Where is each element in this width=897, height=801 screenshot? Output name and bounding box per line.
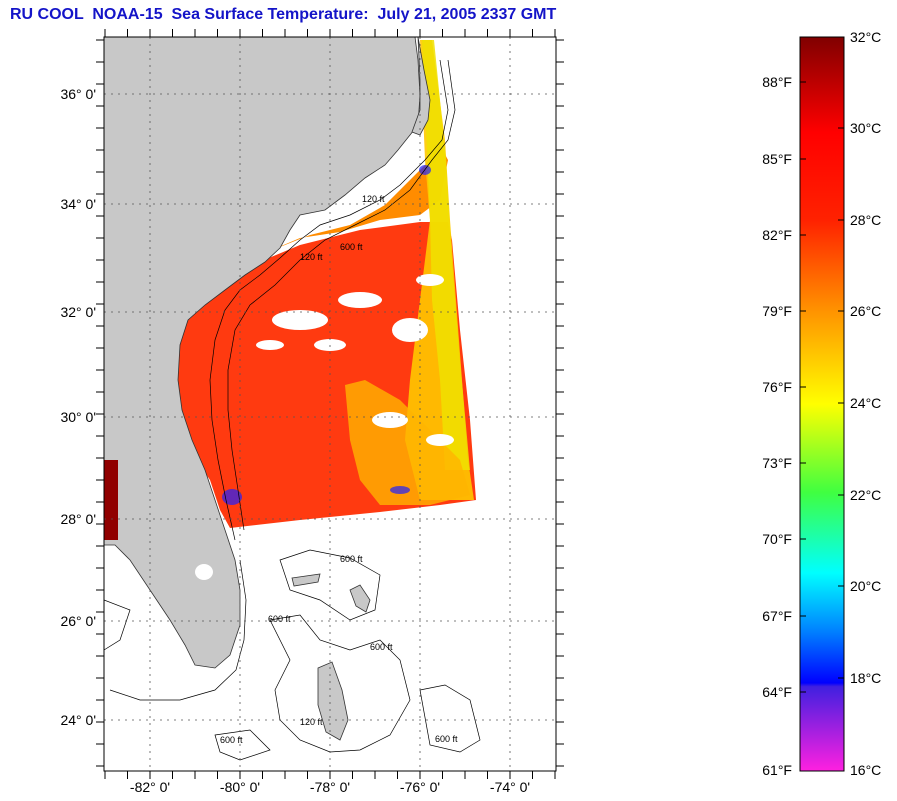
colorbar-fahrenheit-label: 79°F	[762, 303, 792, 319]
lat-label: 34° 0'	[60, 196, 96, 212]
lon-label: -74° 0'	[490, 779, 530, 795]
colorbar-fahrenheit-label: 61°F	[762, 762, 792, 778]
colorbar-celsius-label: 16°C	[850, 762, 881, 778]
colorbar-fahrenheit-label: 64°F	[762, 684, 792, 700]
colorbar-celsius-label: 30°C	[850, 120, 881, 136]
colorbar-fahrenheit-label: 82°F	[762, 227, 792, 243]
lon-label: -76° 0'	[400, 779, 440, 795]
lat-label: 28° 0'	[60, 511, 96, 527]
map-area: 120 ft 120 ft 600 ft 600 ft 600 ft 600 f…	[104, 37, 556, 771]
contour-label-600ft: 600 ft	[268, 614, 291, 624]
land-southeast-us	[104, 37, 421, 669]
contour-label-120ft: 120 ft	[300, 717, 323, 727]
land-bahamas-andros	[317, 661, 349, 741]
gulf-warm-water	[104, 460, 118, 540]
colorbar-celsius-label: 18°C	[850, 670, 881, 686]
colorbar-fahrenheit-label: 76°F	[762, 379, 792, 395]
contour-label-600ft: 600 ft	[435, 734, 458, 744]
colorbar-celsius-label: 24°C	[850, 395, 881, 411]
contour-label-600ft: 600 ft	[340, 554, 363, 564]
contour-label-120ft: 120 ft	[362, 194, 385, 204]
sst-shelf-water	[260, 145, 448, 255]
colorbar-tick-marks	[800, 81, 844, 693]
contour-label-600ft: 600 ft	[340, 242, 363, 252]
colorbar-fahrenheit-label: 88°F	[762, 74, 792, 90]
cloud-gaps	[256, 274, 454, 446]
sst-yellow-band	[422, 40, 470, 470]
colorbar	[799, 36, 845, 772]
lon-label: -82° 0'	[130, 779, 170, 795]
lat-label: 36° 0'	[60, 86, 96, 102]
colorbar-celsius-label: 32°C	[850, 29, 881, 45]
colorbar-fahrenheit-label: 85°F	[762, 151, 792, 167]
lat-label: 24° 0'	[60, 712, 96, 728]
gridlines	[104, 37, 556, 771]
sst-cool-eddy	[345, 380, 470, 505]
colorbar-celsius-label: 20°C	[850, 578, 881, 594]
land-bahamas-grand	[291, 573, 321, 587]
lon-label: -80° 0'	[220, 779, 260, 795]
lat-label: 32° 0'	[60, 304, 96, 320]
colorbar-celsius-label: 28°C	[850, 212, 881, 228]
contour-label-600ft: 600 ft	[370, 642, 393, 652]
lon-label: -78° 0'	[310, 779, 350, 795]
colorbar-celsius-label: 26°C	[850, 303, 881, 319]
land-bahamas-abaco	[349, 584, 371, 613]
contour-label-120ft: 120 ft	[300, 252, 323, 262]
contour-label-600ft: 600 ft	[220, 735, 243, 745]
lake-okeechobee	[195, 564, 213, 580]
colorbar-fahrenheit-label: 67°F	[762, 608, 792, 624]
bathymetry-contours	[104, 59, 481, 761]
colorbar-fahrenheit-label: 73°F	[762, 455, 792, 471]
map-title: RU COOL NOAA-15 Sea Surface Temperature:…	[10, 6, 557, 23]
lat-label: 30° 0'	[60, 409, 96, 425]
colorbar-fahrenheit-label: 70°F	[762, 531, 792, 547]
colorbar-celsius-label: 22°C	[850, 487, 881, 503]
lat-label: 26° 0'	[60, 613, 96, 629]
map-tick-marks	[96, 29, 564, 779]
